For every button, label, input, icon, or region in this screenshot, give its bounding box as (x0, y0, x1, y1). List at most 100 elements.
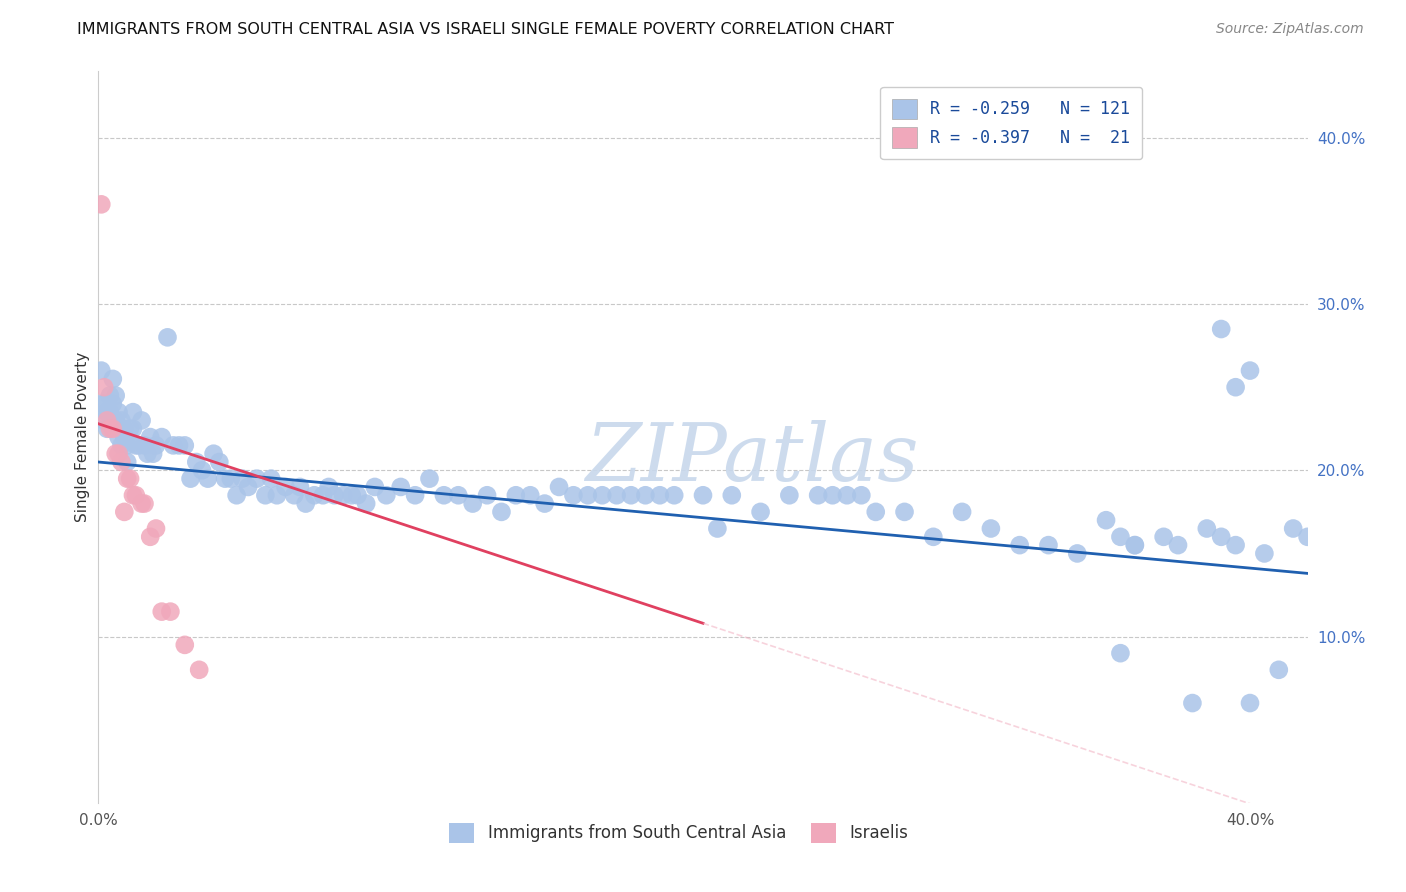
Point (1123, 538, 1146, 552)
Point (145, 521, 167, 535)
Point (93, 380, 115, 394)
Point (90, 197, 112, 211)
Point (167, 438, 190, 452)
Point (1268, 663, 1291, 677)
Point (104, 413, 127, 427)
Point (110, 413, 132, 427)
Point (375, 488, 398, 502)
Point (214, 472, 236, 486)
Point (505, 488, 527, 502)
Point (332, 488, 354, 502)
Point (778, 488, 800, 502)
Point (283, 488, 305, 502)
Point (90, 397, 112, 411)
Point (706, 521, 728, 535)
Point (835, 488, 858, 502)
Point (145, 438, 167, 452)
Point (96, 422, 118, 436)
Point (461, 497, 484, 511)
Point (821, 488, 844, 502)
Point (122, 488, 145, 502)
Point (110, 455, 132, 469)
Point (1109, 530, 1132, 544)
Point (354, 497, 377, 511)
Point (318, 480, 340, 494)
Point (139, 530, 162, 544)
Point (346, 488, 368, 502)
Point (294, 497, 316, 511)
Point (107, 447, 129, 461)
Point (323, 488, 346, 502)
Point (260, 472, 283, 486)
Point (125, 488, 148, 502)
Point (893, 505, 915, 519)
Point (120, 422, 142, 436)
Point (101, 422, 124, 436)
Point (664, 488, 686, 502)
Point (231, 472, 253, 486)
Point (93, 413, 115, 427)
Point (1211, 530, 1233, 544)
Legend: Immigrants from South Central Asia, Israelis: Immigrants from South Central Asia, Isra… (439, 813, 918, 853)
Point (1038, 538, 1060, 552)
Point (96, 405, 118, 419)
Point (1211, 322, 1233, 336)
Point (1167, 538, 1189, 552)
Point (634, 488, 657, 502)
Point (131, 413, 153, 427)
Point (115, 455, 138, 469)
Point (150, 430, 173, 444)
Point (173, 638, 195, 652)
Point (692, 488, 714, 502)
Point (1253, 546, 1275, 560)
Point (475, 488, 498, 502)
Point (93, 397, 115, 411)
Point (208, 455, 231, 469)
Point (104, 388, 127, 402)
Point (120, 472, 142, 486)
Point (122, 422, 145, 436)
Point (180, 472, 202, 486)
Point (131, 497, 153, 511)
Point (548, 480, 571, 494)
Point (112, 505, 135, 519)
Point (312, 488, 335, 502)
Point (606, 488, 628, 502)
Point (1181, 696, 1204, 710)
Point (197, 472, 219, 486)
Point (950, 505, 973, 519)
Point (225, 488, 247, 502)
Point (404, 488, 426, 502)
Point (236, 480, 259, 494)
Point (274, 480, 297, 494)
Y-axis label: Single Female Poverty: Single Female Poverty (75, 352, 90, 522)
Point (98, 388, 121, 402)
Point (1095, 513, 1118, 527)
Point (96, 413, 118, 427)
Point (266, 488, 288, 502)
Point (1225, 538, 1247, 552)
Point (1282, 521, 1305, 535)
Point (107, 430, 129, 444)
Point (159, 605, 181, 619)
Point (1195, 521, 1218, 535)
Point (90, 363, 112, 377)
Point (519, 488, 541, 502)
Point (533, 497, 555, 511)
Text: ZIPatlas: ZIPatlas (585, 420, 918, 498)
Point (1008, 538, 1031, 552)
Point (254, 488, 277, 502)
Point (134, 438, 156, 452)
Point (122, 405, 145, 419)
Point (288, 480, 311, 494)
Point (115, 438, 138, 452)
Point (620, 488, 643, 502)
Point (101, 397, 124, 411)
Point (1239, 696, 1261, 710)
Point (98, 422, 121, 436)
Point (101, 372, 124, 386)
Point (576, 488, 599, 502)
Point (1066, 546, 1088, 560)
Point (304, 488, 326, 502)
Point (188, 663, 211, 677)
